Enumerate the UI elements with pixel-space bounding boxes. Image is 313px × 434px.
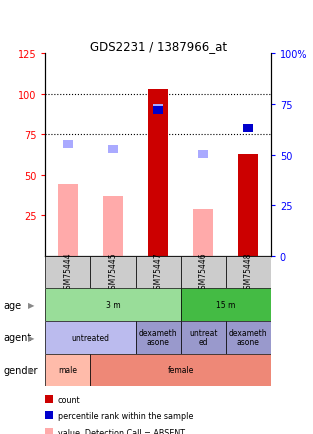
Text: value, Detection Call = ABSENT: value, Detection Call = ABSENT: [58, 428, 185, 434]
Bar: [136, 321, 181, 354]
Bar: [193, 209, 213, 256]
Bar: [90, 354, 271, 386]
Bar: [63, 141, 73, 149]
Bar: [153, 105, 163, 113]
Text: 15 m: 15 m: [216, 300, 235, 309]
Bar: [181, 256, 226, 289]
Text: dexameth
asone: dexameth asone: [229, 329, 268, 346]
Bar: [243, 125, 253, 132]
Text: GSM75446: GSM75446: [199, 252, 208, 293]
Title: GDS2231 / 1387966_at: GDS2231 / 1387966_at: [90, 40, 227, 53]
Bar: [136, 256, 181, 289]
Bar: [181, 321, 226, 354]
Bar: [181, 289, 271, 321]
Text: agent: agent: [3, 332, 31, 342]
Text: age: age: [3, 300, 21, 310]
Bar: [226, 256, 271, 289]
Bar: [45, 321, 136, 354]
Bar: [198, 150, 208, 158]
Bar: [45, 354, 90, 386]
Text: untreated: untreated: [71, 333, 110, 342]
Bar: [243, 125, 253, 132]
Text: male: male: [59, 365, 77, 375]
Bar: [103, 196, 123, 256]
Bar: [148, 90, 168, 256]
Bar: [90, 256, 136, 289]
Text: GSM75445: GSM75445: [109, 252, 117, 293]
Text: GSM75444: GSM75444: [64, 252, 72, 293]
Bar: [45, 256, 90, 289]
Bar: [58, 185, 78, 256]
Text: female: female: [167, 365, 194, 375]
Text: 3 m: 3 m: [106, 300, 120, 309]
Text: untreat
ed: untreat ed: [189, 329, 218, 346]
Text: ▶: ▶: [28, 300, 34, 309]
Text: ▶: ▶: [28, 365, 34, 375]
Text: GSM75447: GSM75447: [154, 252, 162, 293]
Bar: [45, 289, 181, 321]
Text: gender: gender: [3, 365, 38, 375]
Bar: [108, 145, 118, 154]
Text: GSM75448: GSM75448: [244, 252, 253, 293]
Text: percentile rank within the sample: percentile rank within the sample: [58, 411, 193, 420]
Text: dexameth
asone: dexameth asone: [139, 329, 177, 346]
Text: ▶: ▶: [28, 333, 34, 342]
Bar: [153, 107, 163, 115]
Bar: [226, 321, 271, 354]
Bar: [238, 155, 258, 256]
Text: count: count: [58, 395, 80, 404]
